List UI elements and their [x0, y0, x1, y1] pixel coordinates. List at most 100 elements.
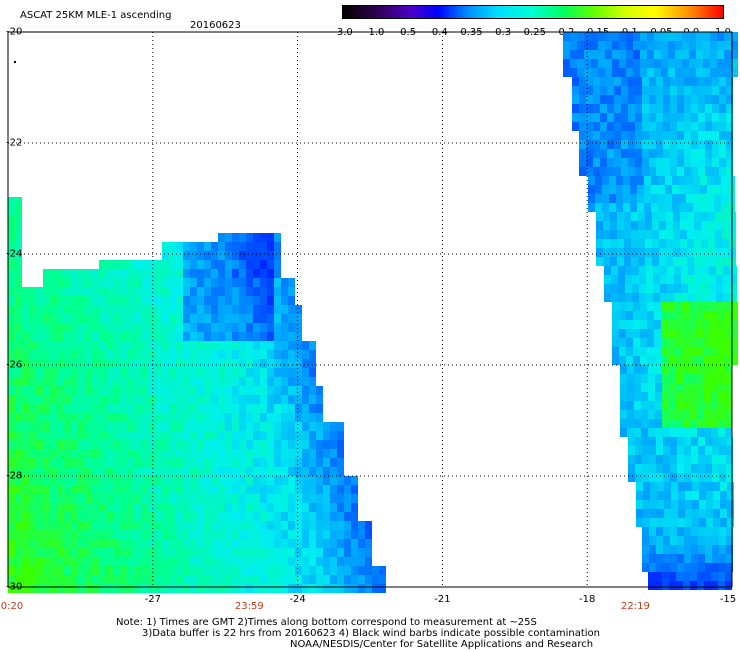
swath-cell: [607, 95, 614, 104]
swath-cell: [316, 584, 323, 593]
swath-cell: [85, 476, 92, 485]
swath-cell: [636, 491, 643, 500]
swath-cell: [704, 365, 711, 374]
swath-cell: [78, 278, 85, 287]
swath-cell: [211, 350, 218, 359]
swath-cell: [722, 221, 729, 230]
swath-cell: [598, 32, 605, 41]
swath-cell: [337, 449, 344, 458]
swath-cell: [253, 314, 260, 323]
swath-cell: [656, 122, 663, 131]
swath-cell: [232, 296, 239, 305]
swath-cell: [682, 329, 689, 338]
swath-cell: [624, 221, 631, 230]
swath-cell: [78, 503, 85, 512]
swath-cell: [57, 539, 64, 548]
swath-cell: [15, 395, 22, 404]
swath-cell: [351, 476, 358, 485]
swath-cell: [64, 458, 71, 467]
swath-cell: [323, 422, 330, 431]
swath-cell: [659, 212, 666, 221]
swath-cell: [288, 539, 295, 548]
swath-cell: [78, 557, 85, 566]
swath-cell: [695, 284, 702, 293]
swath-cell: [288, 404, 295, 413]
swath-cell: [15, 215, 22, 224]
swath-cell: [302, 431, 309, 440]
swath-cell: [719, 95, 726, 104]
swath-cell: [106, 314, 113, 323]
swath-cell: [274, 314, 281, 323]
swath-cell: [731, 338, 738, 347]
swath-cell: [134, 449, 141, 458]
swath-cell: [671, 509, 678, 518]
swath-cell: [267, 305, 274, 314]
swath-cell: [699, 518, 706, 527]
swath-cell: [274, 395, 281, 404]
swath-cell: [197, 314, 204, 323]
swath-cell: [43, 557, 50, 566]
swath-cell: [204, 422, 211, 431]
swath-cell: [281, 557, 288, 566]
swath-cell: [698, 95, 705, 104]
swath-cell: [302, 449, 309, 458]
swath-cell: [267, 296, 274, 305]
swath-cell: [281, 341, 288, 350]
swath-cell: [682, 41, 689, 50]
swath-cell: [92, 503, 99, 512]
swath-cell: [691, 455, 698, 464]
swath-cell: [246, 539, 253, 548]
swath-cell: [29, 350, 36, 359]
swath-cell: [682, 68, 689, 77]
swath-cell: [57, 377, 64, 386]
swath-cell: [92, 521, 99, 530]
swath-cell: [15, 314, 22, 323]
swath-cell: [267, 413, 274, 422]
swath-cell: [64, 332, 71, 341]
swath-cell: [64, 485, 71, 494]
swath-cell: [113, 359, 120, 368]
swath-cell: [596, 248, 603, 257]
swath-cell: [29, 341, 36, 350]
swath-cell: [721, 194, 728, 203]
swath-cell: [731, 59, 738, 68]
swath-cell: [611, 293, 618, 302]
swath-cell: [113, 512, 120, 521]
swath-cell: [669, 428, 676, 437]
swath-cell: [106, 377, 113, 386]
swath-cell: [92, 566, 99, 575]
swath-cell: [715, 257, 722, 266]
swath-cell: [148, 458, 155, 467]
swath-cell: [656, 104, 663, 113]
swath-cell: [176, 359, 183, 368]
swath-cell: [281, 332, 288, 341]
swath-cell: [36, 296, 43, 305]
swath-cell: [700, 203, 707, 212]
swath-cell: [605, 32, 612, 41]
swath-cell: [134, 539, 141, 548]
swath-cell: [85, 269, 92, 278]
swath-cell: [120, 341, 127, 350]
swath-cell: [155, 260, 162, 269]
swath-cell: [683, 581, 690, 590]
swath-cell: [43, 458, 50, 467]
swath-cell: [190, 449, 197, 458]
swath-cell: [330, 503, 337, 512]
swath-cell: [127, 269, 134, 278]
swath-cell: [36, 467, 43, 476]
swath-cell: [295, 341, 302, 350]
swath-cell: [64, 377, 71, 386]
swath-cell: [260, 584, 267, 593]
swath-cell: [85, 539, 92, 548]
swath-cell: [676, 365, 683, 374]
swath-cell: [113, 566, 120, 575]
swath-cell: [15, 350, 22, 359]
swath-cell: [99, 458, 106, 467]
swath-cell: [155, 431, 162, 440]
swath-cell: [694, 212, 701, 221]
swath-cell: [120, 395, 127, 404]
swath-cell: [689, 50, 696, 59]
swath-cell: [225, 404, 232, 413]
swath-cell: [634, 365, 641, 374]
swath-cell: [155, 287, 162, 296]
